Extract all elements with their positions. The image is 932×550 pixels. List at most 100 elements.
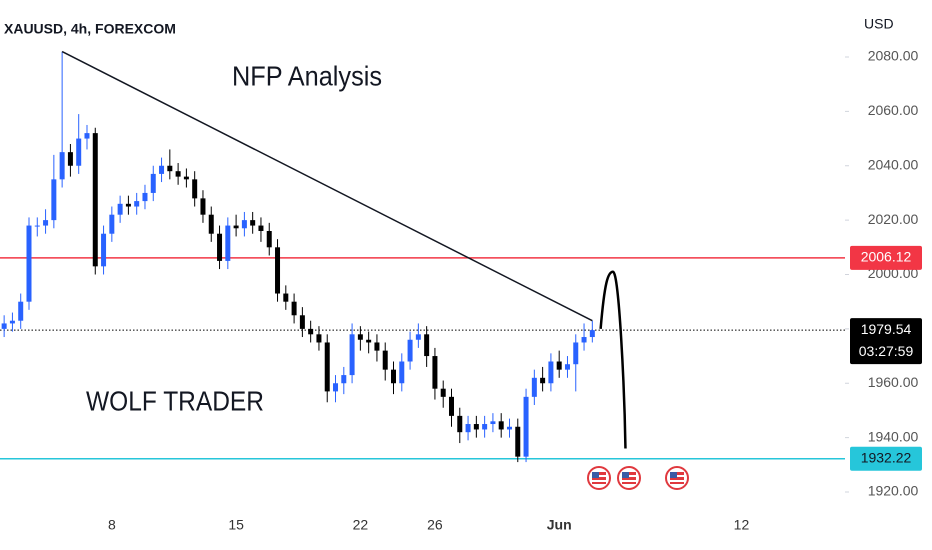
candle-body: [515, 426, 521, 457]
event-icons: [587, 466, 689, 490]
candle-body: [59, 152, 65, 180]
x-tick-label: 15: [228, 517, 244, 533]
candle-body: [573, 342, 579, 365]
candle-body: [523, 396, 529, 457]
x-tick-label: 26: [427, 517, 443, 533]
y-tick-label: 1920.00: [868, 483, 919, 499]
candle-body: [266, 231, 272, 248]
candle-body: [84, 133, 90, 139]
currency-label: USD: [864, 16, 894, 32]
candle-body: [407, 339, 413, 362]
y-tick-label: 2040.00: [868, 156, 919, 172]
candle-body: [275, 247, 281, 294]
candle-body: [473, 424, 479, 430]
candle-body: [440, 388, 446, 397]
candle-body: [589, 330, 595, 338]
candle-body: [581, 337, 587, 343]
y-tick-label: 2080.00: [868, 48, 919, 64]
candle-body: [374, 342, 380, 351]
price-label-box: [850, 318, 922, 365]
candle-body: [457, 415, 463, 433]
candle-body: [399, 361, 405, 384]
candle-body: [506, 426, 512, 430]
candle-body: [241, 220, 247, 229]
candle-body: [556, 361, 562, 370]
countdown: 03:27:59: [859, 343, 914, 359]
event-icon[interactable]: [617, 466, 641, 490]
candle-body: [208, 214, 214, 234]
projection-curve: [599, 270, 627, 449]
x-tick-label: 8: [108, 517, 116, 533]
candle-body: [200, 198, 206, 215]
candle-body: [51, 179, 57, 221]
candle-body: [548, 361, 554, 384]
candle-body: [183, 176, 189, 180]
candle-body: [225, 225, 231, 261]
candle-body: [109, 214, 115, 234]
candle-body: [308, 328, 314, 335]
candle-body: [382, 350, 388, 370]
candle-body: [482, 424, 488, 430]
candle-body: [316, 334, 322, 343]
x-tick-label: Jun: [547, 517, 572, 533]
event-icon[interactable]: [587, 466, 611, 490]
candle-body: [43, 220, 49, 226]
candle-body: [349, 334, 355, 376]
trendline: [61, 50, 593, 322]
candle-body: [175, 171, 181, 177]
annotation: NFP Analysis: [232, 60, 382, 91]
candle-body: [564, 364, 570, 370]
candle-body: [333, 383, 339, 392]
candle-body: [76, 138, 82, 166]
candle-body: [324, 342, 330, 392]
candle-body: [159, 165, 165, 174]
candle-body: [341, 375, 347, 384]
candle-body: [391, 369, 397, 384]
candle-body: [233, 225, 239, 229]
candle-body: [34, 225, 40, 227]
candle-body: [424, 334, 430, 357]
candle-body: [92, 133, 98, 267]
candle-body: [117, 203, 123, 215]
candle-body: [150, 173, 156, 193]
candle-body: [531, 377, 537, 397]
annotation: WOLF TRADER: [86, 385, 264, 416]
candle-body: [366, 339, 372, 343]
candle-body: [465, 424, 471, 433]
candle-body: [18, 301, 24, 321]
candle-body: [299, 315, 305, 329]
price-label-box: [850, 245, 922, 270]
candle-body: [283, 293, 289, 302]
price-label: 2006.12: [861, 249, 912, 265]
candle-body: [192, 179, 198, 199]
price-label: 1932.22: [861, 449, 912, 465]
price-label-box: [850, 446, 922, 471]
y-tick-label: 2060.00: [868, 102, 919, 118]
candle-body: [357, 334, 363, 340]
event-icon[interactable]: [665, 466, 689, 490]
chart-title: XAUUSD, 4h, FOREXCOM: [4, 21, 176, 37]
candle-body: [1, 323, 7, 329]
candle-body: [498, 421, 504, 430]
x-tick-label: 22: [353, 517, 369, 533]
candle-body: [291, 301, 297, 316]
x-tick-label: 12: [734, 517, 750, 533]
candle-body: [217, 233, 223, 261]
y-tick-label: 1940.00: [868, 428, 919, 444]
candle-body: [142, 192, 148, 202]
candle-body: [125, 203, 131, 207]
candle-body: [432, 356, 438, 389]
candle-body: [101, 233, 107, 267]
candle-body: [26, 225, 32, 302]
candle-body: [258, 225, 264, 231]
candle-body: [448, 396, 454, 416]
candle-body: [250, 220, 256, 226]
candle-body: [67, 152, 73, 166]
y-tick-label: 1960.00: [868, 374, 919, 390]
candle-body: [167, 165, 173, 172]
candle-body: [490, 421, 496, 425]
price-label: 1979.54: [861, 321, 912, 337]
